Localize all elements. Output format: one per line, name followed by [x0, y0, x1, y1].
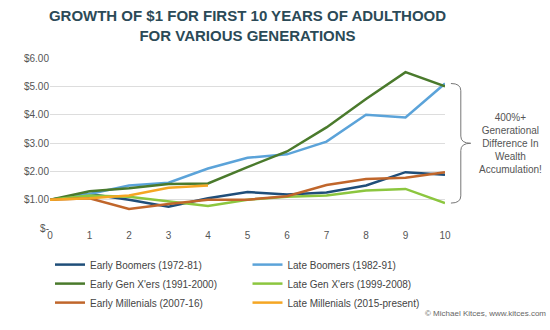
- svg-text:$6.00: $6.00: [24, 53, 49, 64]
- svg-text:Early Millenials (2007-16): Early Millenials (2007-16): [90, 298, 203, 309]
- svg-text:Late Boomers (1982-91): Late Boomers (1982-91): [288, 260, 396, 271]
- svg-text:$5.00: $5.00: [24, 81, 49, 92]
- svg-text:10: 10: [439, 230, 451, 241]
- svg-text:5: 5: [245, 230, 251, 241]
- svg-text:6: 6: [284, 230, 290, 241]
- svg-text:$2.00: $2.00: [24, 166, 49, 177]
- svg-text:3: 3: [166, 230, 172, 241]
- svg-text:0: 0: [47, 230, 53, 241]
- svg-text:4: 4: [205, 230, 211, 241]
- svg-text:$4.00: $4.00: [24, 109, 49, 120]
- svg-text:9: 9: [403, 230, 409, 241]
- svg-text:$-: $-: [40, 223, 49, 234]
- svg-text:$3.00: $3.00: [24, 138, 49, 149]
- svg-text:GROWTH OF $1 FOR FIRST 10 YEAR: GROWTH OF $1 FOR FIRST 10 YEARS OF ADULT…: [49, 7, 446, 44]
- svg-text:8: 8: [363, 230, 369, 241]
- svg-text:Early Boomers (1972-81): Early Boomers (1972-81): [90, 260, 202, 271]
- svg-text:400%+GenerationalDifference In: 400%+GenerationalDifference InWealthAccu…: [479, 112, 542, 175]
- svg-text:Late Gen X'ers (1999-2008): Late Gen X'ers (1999-2008): [288, 279, 412, 290]
- svg-text:$1.00: $1.00: [24, 194, 49, 205]
- svg-text:© Michael Kitces, www.kitces.c: © Michael Kitces, www.kitces.com: [425, 309, 546, 318]
- svg-text:2: 2: [126, 230, 132, 241]
- svg-text:7: 7: [324, 230, 330, 241]
- svg-text:1: 1: [87, 230, 93, 241]
- svg-text:Late Millenials (2015-present): Late Millenials (2015-present): [288, 298, 420, 309]
- svg-text:Early Gen X'ers (1991-2000): Early Gen X'ers (1991-2000): [90, 279, 217, 290]
